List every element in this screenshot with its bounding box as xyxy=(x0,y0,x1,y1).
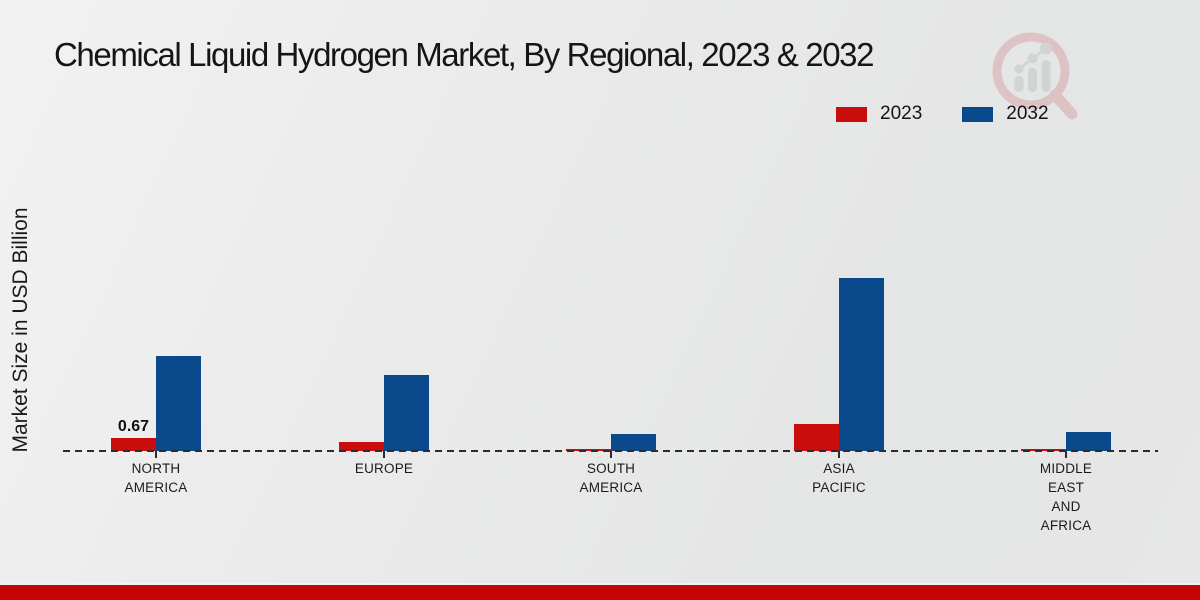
x-axis-tick-middle-east-and-africa xyxy=(1065,451,1067,458)
bar-2032-middle-east-and-africa xyxy=(1066,432,1111,451)
bar-2023-north-america xyxy=(111,438,156,451)
legend-label-2032: 2032 xyxy=(1006,103,1049,124)
x-axis-label-south-america: SOUTH AMERICA xyxy=(579,461,643,495)
page-title: Chemical Liquid Hydrogen Market, By Regi… xyxy=(54,36,874,73)
legend: 2023 2032 xyxy=(836,103,1049,125)
bar-2023-asia-pacific xyxy=(794,424,839,451)
bar-2032-north-america xyxy=(156,356,201,451)
x-axis-label-europe: EUROPE xyxy=(354,461,414,476)
bar-2032-asia-pacific xyxy=(839,278,884,451)
data-label-0.67: 0.67 xyxy=(117,418,150,435)
x-axis-tick-europe xyxy=(383,451,385,458)
x-axis-tick-asia-pacific xyxy=(838,451,840,458)
x-axis-label-asia-pacific: ASIA PACIFIC xyxy=(812,461,866,495)
bar-2023-europe xyxy=(339,442,384,451)
bar-2032-europe xyxy=(384,375,429,451)
legend-swatch-2023-icon xyxy=(836,106,867,122)
footer-strip xyxy=(0,583,1200,600)
bar-2032-south-america xyxy=(611,434,656,451)
x-axis-tick-north-america xyxy=(155,451,157,458)
legend-item-2032: 2032 xyxy=(962,103,1049,125)
x-axis-label-middle-east-and-africa: MIDDLE EAST AND AFRICA xyxy=(1039,461,1093,533)
legend-label-2023: 2023 xyxy=(880,103,923,124)
x-axis-label-north-america: NORTH AMERICA xyxy=(124,461,188,495)
legend-swatch-2032-icon xyxy=(962,106,994,122)
legend-item-2023: 2023 xyxy=(836,103,922,125)
x-axis-tick-south-america xyxy=(610,451,612,458)
market-research-magnifier-logo-icon xyxy=(992,32,1078,120)
